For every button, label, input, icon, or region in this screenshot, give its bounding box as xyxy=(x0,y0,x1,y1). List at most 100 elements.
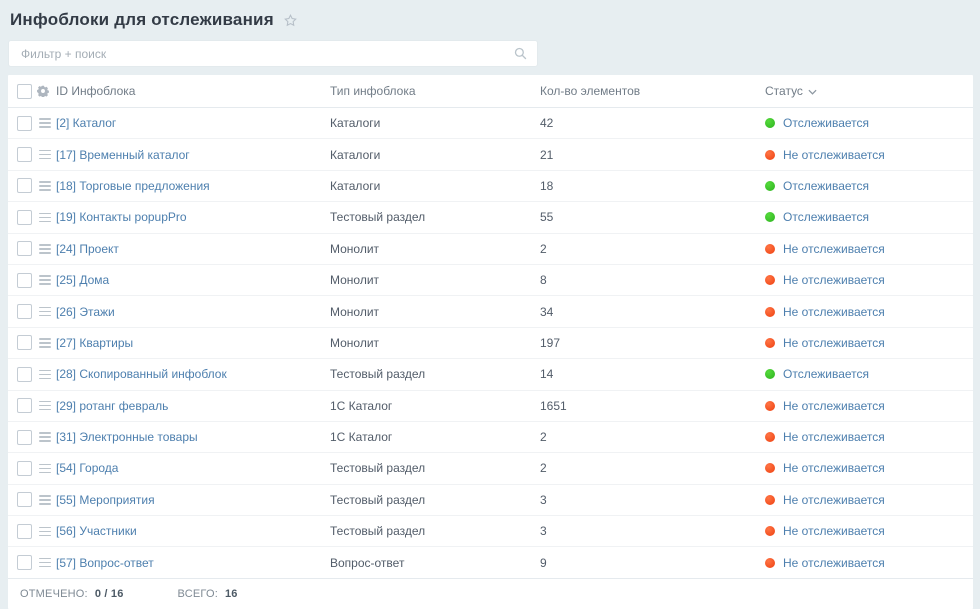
row-actions-menu-icon[interactable] xyxy=(37,304,56,320)
infoblock-link[interactable]: [28] Скопированный инфоблок xyxy=(56,367,227,381)
row-actions-menu-icon[interactable] xyxy=(37,429,56,445)
element-count-cell: 42 xyxy=(540,116,765,130)
page-header: Инфоблоки для отслеживания xyxy=(0,0,980,31)
search-input[interactable] xyxy=(19,46,508,62)
infoblock-name-cell: [19] Контакты popupPro xyxy=(56,210,330,224)
infoblock-link[interactable]: [24] Проект xyxy=(56,242,119,256)
status-cell[interactable]: Отслеживается xyxy=(765,179,973,193)
element-count-cell: 9 xyxy=(540,556,765,570)
status-cell[interactable]: Не отслеживается xyxy=(765,305,973,319)
column-header-status[interactable]: Статус xyxy=(765,84,973,98)
status-cell[interactable]: Не отслеживается xyxy=(765,273,973,287)
infoblock-link[interactable]: [19] Контакты popupPro xyxy=(56,210,187,224)
row-checkbox[interactable] xyxy=(17,335,32,350)
row-actions-menu-icon[interactable] xyxy=(37,335,56,351)
row-actions-menu-icon[interactable] xyxy=(37,272,56,288)
row-actions-menu-icon[interactable] xyxy=(37,461,56,477)
row-actions-menu-icon[interactable] xyxy=(37,210,56,226)
column-header-count[interactable]: Кол-во элементов xyxy=(540,84,765,98)
row-actions-menu-icon[interactable] xyxy=(37,241,56,257)
row-checkbox[interactable] xyxy=(17,367,32,382)
infoblock-link[interactable]: [54] Города xyxy=(56,461,118,475)
row-actions-menu-icon[interactable] xyxy=(37,555,56,571)
status-cell[interactable]: Не отслеживается xyxy=(765,556,973,570)
status-cell[interactable]: Отслеживается xyxy=(765,367,973,381)
infoblock-link[interactable]: [2] Каталог xyxy=(56,116,116,130)
row-checkbox[interactable] xyxy=(17,398,32,413)
status-dot xyxy=(765,463,775,473)
row-actions-menu-icon[interactable] xyxy=(37,147,56,163)
infoblock-link[interactable]: [27] Квартиры xyxy=(56,336,133,350)
row-actions-menu-icon[interactable] xyxy=(37,492,56,508)
infoblock-name-cell: [56] Участники xyxy=(56,524,330,538)
infoblock-type-cell: Тестовый раздел xyxy=(330,461,540,475)
status-label: Не отслеживается xyxy=(783,305,885,319)
status-cell[interactable]: Отслеживается xyxy=(765,210,973,224)
row-checkbox[interactable] xyxy=(17,241,32,256)
status-cell[interactable]: Не отслеживается xyxy=(765,148,973,162)
row-actions-menu-icon[interactable] xyxy=(37,178,56,194)
status-dot xyxy=(765,432,775,442)
sort-chevron-down-icon xyxy=(808,89,817,95)
infoblock-link[interactable]: [31] Электронные товары xyxy=(56,430,198,444)
table-header-row: ID Инфоблока Тип инфоблока Кол-во элемен… xyxy=(8,75,973,108)
status-dot xyxy=(765,244,775,254)
infoblock-name-cell: [57] Вопрос-ответ xyxy=(56,556,330,570)
favorite-star-icon[interactable] xyxy=(283,13,298,28)
row-checkbox[interactable] xyxy=(17,524,32,539)
status-cell[interactable]: Не отслеживается xyxy=(765,336,973,350)
status-dot xyxy=(765,369,775,379)
row-checkbox[interactable] xyxy=(17,116,32,131)
row-actions-menu-icon[interactable] xyxy=(37,524,56,540)
infoblock-type-cell: Монолит xyxy=(330,242,540,256)
infoblock-type-cell: Тестовый раздел xyxy=(330,524,540,538)
infoblock-link[interactable]: [56] Участники xyxy=(56,524,137,538)
infoblock-link[interactable]: [26] Этажи xyxy=(56,305,115,319)
table-row: [29] ротанг февраль 1С Каталог 1651 Не о… xyxy=(8,391,973,422)
row-checkbox[interactable] xyxy=(17,210,32,225)
grid-settings-gear-icon[interactable] xyxy=(37,85,56,97)
infoblock-link[interactable]: [25] Дома xyxy=(56,273,109,287)
element-count-cell: 1651 xyxy=(540,399,765,413)
infoblock-type-cell: Каталоги xyxy=(330,116,540,130)
status-cell[interactable]: Не отслеживается xyxy=(765,242,973,256)
infoblock-link[interactable]: [17] Временный каталог xyxy=(56,148,190,162)
status-cell[interactable]: Не отслеживается xyxy=(765,524,973,538)
element-count-cell: 3 xyxy=(540,493,765,507)
table-row: [56] Участники Тестовый раздел 3 Не отсл… xyxy=(8,516,973,547)
infoblock-name-cell: [2] Каталог xyxy=(56,116,330,130)
infoblock-link[interactable]: [29] ротанг февраль xyxy=(56,399,168,413)
select-all-checkbox[interactable] xyxy=(17,84,32,99)
status-label: Отслеживается xyxy=(783,367,869,381)
row-checkbox[interactable] xyxy=(17,178,32,193)
table-footer: ОТМЕЧЕНО: 0 / 16 ВСЕГО: 16 xyxy=(8,578,973,609)
row-actions-menu-icon[interactable] xyxy=(37,398,56,414)
page-title: Инфоблоки для отслеживания xyxy=(10,10,274,30)
search-icon[interactable] xyxy=(514,47,527,60)
infoblock-link[interactable]: [18] Торговые предложения xyxy=(56,179,210,193)
infoblock-link[interactable]: [55] Мероприятия xyxy=(56,493,155,507)
element-count-cell: 197 xyxy=(540,336,765,350)
row-actions-menu-icon[interactable] xyxy=(37,367,56,383)
row-actions-menu-icon[interactable] xyxy=(37,115,56,131)
element-count-cell: 34 xyxy=(540,305,765,319)
status-dot xyxy=(765,338,775,348)
row-checkbox[interactable] xyxy=(17,273,32,288)
filter-search-box[interactable] xyxy=(8,40,538,67)
infoblock-link[interactable]: [57] Вопрос-ответ xyxy=(56,556,154,570)
column-header-type[interactable]: Тип инфоблока xyxy=(330,84,540,98)
column-header-id[interactable]: ID Инфоблока xyxy=(56,84,330,98)
row-checkbox[interactable] xyxy=(17,461,32,476)
status-cell[interactable]: Не отслеживается xyxy=(765,461,973,475)
row-checkbox[interactable] xyxy=(17,147,32,162)
infoblock-type-cell: 1С Каталог xyxy=(330,430,540,444)
row-checkbox[interactable] xyxy=(17,555,32,570)
row-checkbox[interactable] xyxy=(17,430,32,445)
row-checkbox[interactable] xyxy=(17,492,32,507)
status-cell[interactable]: Не отслеживается xyxy=(765,430,973,444)
total-label: ВСЕГО: xyxy=(178,588,218,600)
row-checkbox[interactable] xyxy=(17,304,32,319)
status-cell[interactable]: Не отслеживается xyxy=(765,493,973,507)
status-cell[interactable]: Отслеживается xyxy=(765,116,973,130)
status-cell[interactable]: Не отслеживается xyxy=(765,399,973,413)
